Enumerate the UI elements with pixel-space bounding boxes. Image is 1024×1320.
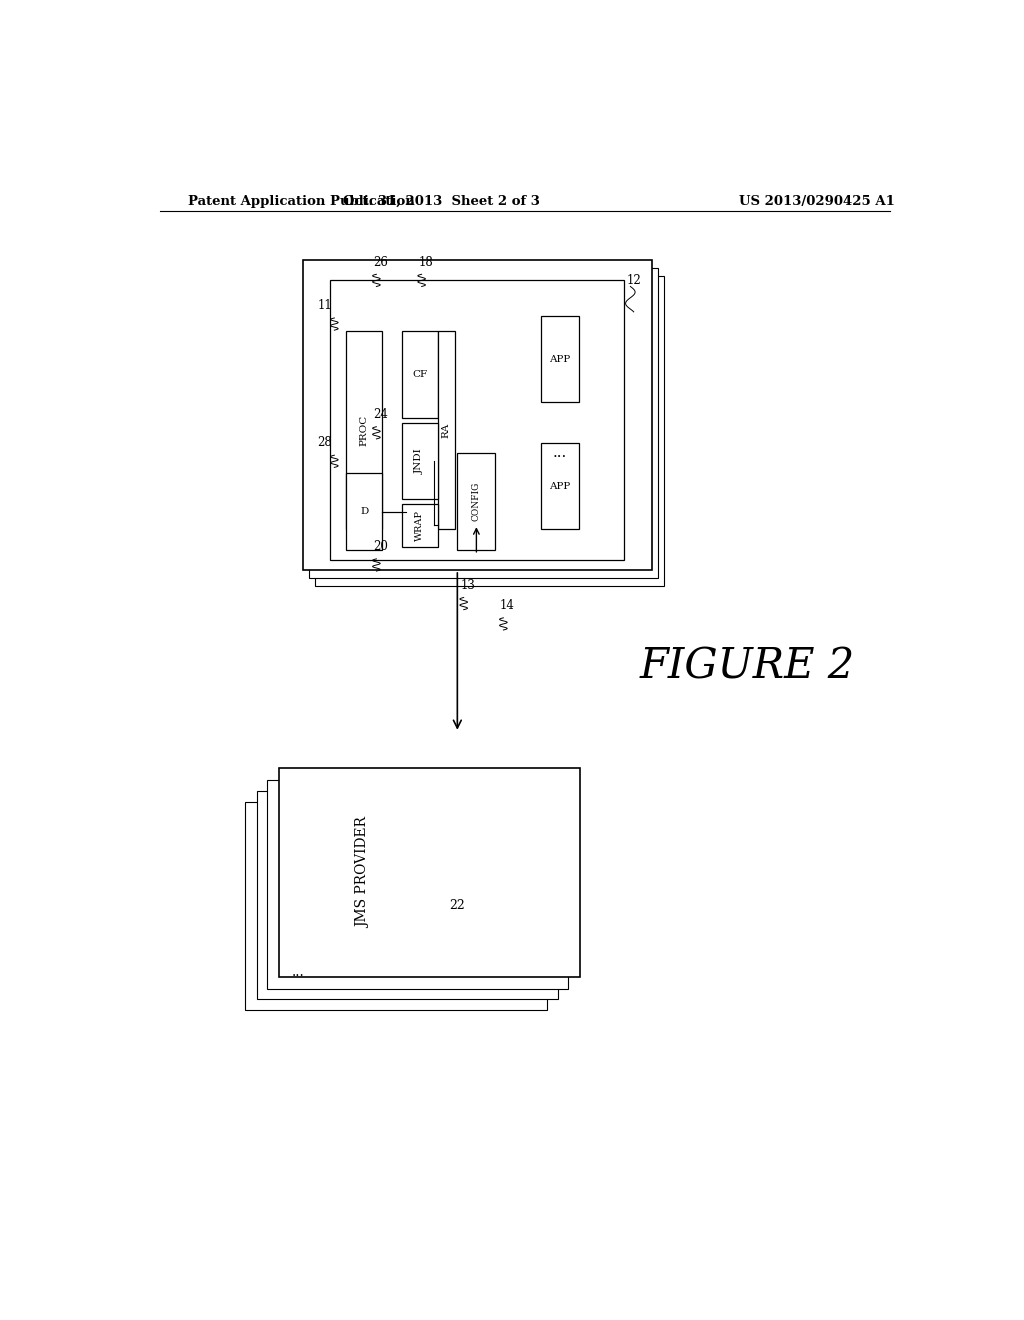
Bar — [541, 315, 579, 403]
Text: 22: 22 — [450, 899, 465, 912]
Bar — [315, 276, 665, 586]
Bar — [401, 331, 437, 417]
Bar — [346, 474, 382, 549]
Text: CONFIG: CONFIG — [472, 482, 481, 521]
Text: 11: 11 — [317, 300, 332, 313]
Text: APP: APP — [549, 355, 570, 363]
Text: 20: 20 — [373, 540, 388, 553]
Text: RA: RA — [441, 422, 451, 438]
Bar — [437, 331, 455, 529]
Bar — [458, 453, 496, 549]
Text: 26: 26 — [373, 256, 388, 268]
Bar — [401, 422, 437, 499]
Bar — [541, 444, 579, 529]
Text: 18: 18 — [418, 256, 433, 268]
Text: JNDI: JNDI — [415, 447, 424, 474]
Text: 14: 14 — [500, 599, 515, 612]
Bar — [257, 791, 558, 999]
Bar — [303, 260, 652, 570]
Text: PROC: PROC — [359, 414, 369, 446]
Bar — [279, 768, 581, 977]
Bar — [267, 780, 568, 989]
Text: Oct. 31, 2013  Sheet 2 of 3: Oct. 31, 2013 Sheet 2 of 3 — [343, 194, 540, 207]
Text: CF: CF — [412, 370, 427, 379]
Text: 13: 13 — [460, 578, 475, 591]
Text: 24: 24 — [373, 408, 388, 421]
Text: APP: APP — [549, 482, 570, 491]
Bar — [309, 268, 658, 578]
Text: 12: 12 — [627, 273, 642, 286]
Text: 28: 28 — [317, 437, 332, 450]
Bar — [246, 801, 547, 1010]
Text: US 2013/0290425 A1: US 2013/0290425 A1 — [739, 194, 895, 207]
Text: FIGURE 2: FIGURE 2 — [639, 645, 855, 688]
Bar — [331, 280, 624, 560]
Text: JMS PROVIDER: JMS PROVIDER — [356, 817, 371, 928]
Text: ...: ... — [292, 965, 305, 978]
Bar — [346, 331, 382, 529]
Text: D: D — [360, 507, 369, 516]
Bar — [401, 504, 437, 546]
Text: ...: ... — [553, 446, 567, 461]
Text: Patent Application Publication: Patent Application Publication — [187, 194, 415, 207]
Text: WRAP: WRAP — [415, 510, 424, 541]
